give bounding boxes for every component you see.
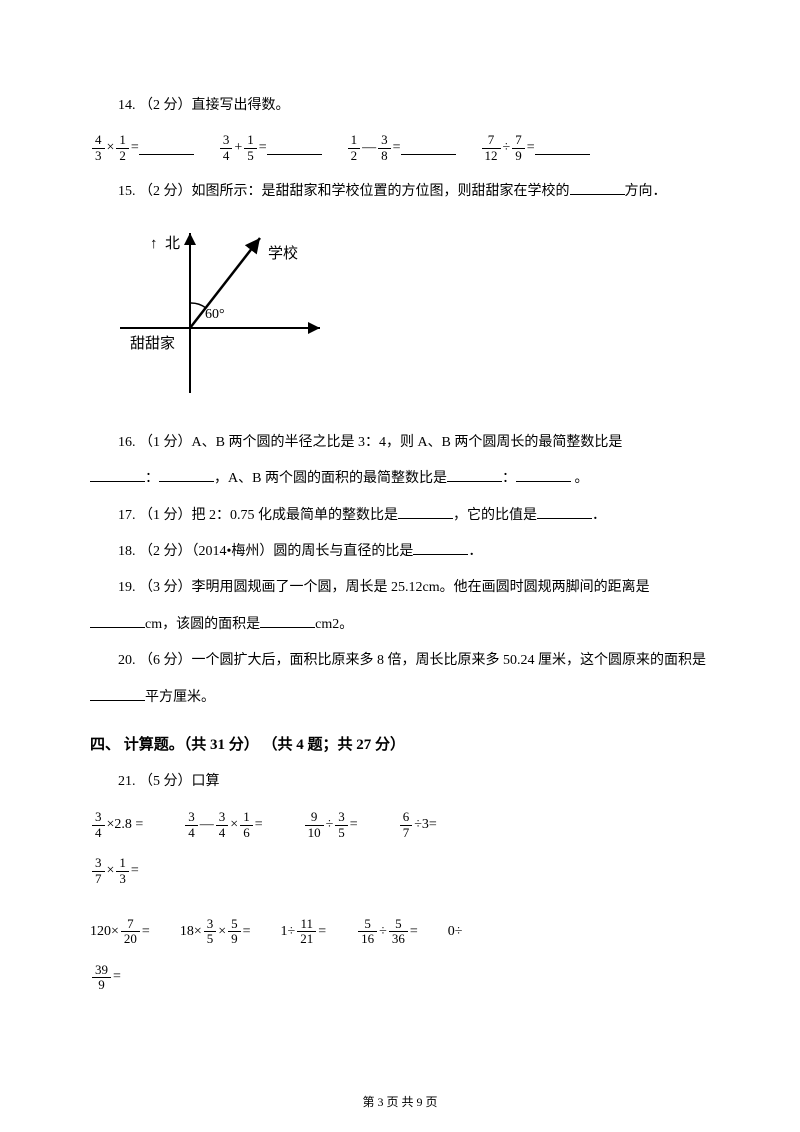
q17-mid: ，它的比值是 [453, 508, 537, 523]
blank[interactable] [535, 141, 590, 155]
blank[interactable] [90, 687, 145, 701]
q19-prefix: 19. （3 分）李明用圆规画了一个圆，周长是 25.12cm。他在画圆时圆规两… [118, 580, 650, 595]
q15-prefix: 15. （2 分）如图所示：是甜甜家和学校位置的方位图，则甜甜家在学校的 [118, 184, 570, 199]
blank[interactable] [401, 141, 456, 155]
q21-r1-c: 910 ÷ 35 = [303, 807, 358, 843]
q20-prefix: 20. （6 分）一个圆扩大后，面积比原来多 8 倍，周长比原来多 50.24 … [118, 653, 706, 668]
q16-line2: ：，A、B 两个圆的面积的最简整数比是： 。 [90, 468, 710, 490]
q21-row1: 34 ×2.8 = 34 — 34 × 16 = 910 ÷ 35 = 67 ÷… [90, 807, 710, 843]
svg-text:↑: ↑ [150, 236, 158, 252]
home-label: 甜甜家 [130, 335, 175, 352]
q20: 20. （6 分）一个圆扩大后，面积比原来多 8 倍，周长比原来多 50.24 … [90, 650, 710, 672]
q15: 15. （2 分）如图所示：是甜甜家和学校位置的方位图，则甜甜家在学校的 方向． [90, 181, 710, 203]
q21-row2: 120× 720 = 18× 35 × 59 = 1÷ 1121 = 516 ÷… [90, 914, 710, 950]
q14-eq-b: 34 + 15 = [218, 133, 322, 163]
angle-label: 60° [205, 307, 225, 322]
page-footer: 第 3 页 共 9 页 [0, 1093, 800, 1112]
section-4-title: 四、 计算题。（共 31 分） （共 4 题；共 27 分） [90, 733, 710, 757]
direction-diagram: 北 ↑ 学校 60° 甜甜家 [90, 218, 710, 416]
north-label: 北 [165, 235, 180, 252]
school-label: 学校 [268, 245, 298, 262]
q14-equations: 43 × 12 = 34 + 15 = 12 — 38 = 712 ÷ 79 = [90, 133, 710, 163]
q21-r2-b: 18× 35 × 59 = [180, 914, 251, 950]
q17-prefix: 17. （1 分）把 2：0.75 化成最简单的整数比是 [118, 508, 398, 523]
q21-r2-c: 1÷ 1121 = [281, 914, 327, 950]
q21-r2-e: 399 = [90, 963, 121, 993]
blank[interactable] [139, 141, 194, 155]
q20-line2: 平方厘米。 [90, 687, 710, 709]
blank[interactable] [267, 141, 322, 155]
q18: 18. （2 分）（2014•梅州）圆的周长与直径的比是． [90, 541, 710, 563]
q16-mid: ，A、B 两个圆的面积的最简整数比是 [214, 471, 447, 486]
q21-r1-e: 37 × 13 = [90, 856, 139, 886]
blank[interactable] [516, 468, 571, 482]
blank[interactable] [90, 468, 145, 482]
blank[interactable] [398, 505, 453, 519]
blank[interactable] [570, 181, 625, 195]
q14-text: 14. （2 分）直接写出得数。 [118, 98, 290, 113]
q17: 17. （1 分）把 2：0.75 化成最简单的整数比是，它的比值是． [90, 505, 710, 527]
q21-r1-d: 67 ÷3= [398, 807, 437, 843]
q14-eq-d: 712 ÷ 79 = [480, 133, 590, 163]
q14-eq-a: 43 × 12 = [90, 133, 194, 163]
q21-text: 21. （5 分）口算 [118, 774, 220, 789]
blank[interactable] [90, 614, 145, 628]
q21-r2-a: 120× 720 = [90, 914, 150, 950]
q15-suffix: 方向． [625, 184, 667, 199]
q14: 14. （2 分）直接写出得数。 [90, 95, 710, 117]
q21-r2-e-pre: 0÷ [448, 914, 463, 950]
q18-prefix: 18. （2 分）（2014•梅州）圆的周长与直径的比是 [118, 544, 413, 559]
q21: 21. （5 分）口算 [90, 771, 710, 793]
blank[interactable] [159, 468, 214, 482]
q21-r2-d: 516 ÷ 536 = [356, 914, 418, 950]
q19: 19. （3 分）李明用圆规画了一个圆，周长是 25.12cm。他在画圆时圆规两… [90, 577, 710, 599]
q21-r1-b: 34 — 34 × 16 = [183, 807, 262, 843]
q21-r1-a: 34 ×2.8 = [90, 807, 143, 843]
q16-prefix: 16. （1 分）A、B 两个圆的半径之比是 3：4，则 A、B 两个圆周长的最… [118, 435, 622, 450]
q19-line2: cm，该圆的面积是cm2。 [90, 614, 710, 636]
blank[interactable] [413, 541, 468, 555]
q14-eq-c: 12 — 38 = [346, 133, 456, 163]
q16: 16. （1 分）A、B 两个圆的半径之比是 3：4，则 A、B 两个圆周长的最… [90, 432, 710, 454]
blank[interactable] [260, 614, 315, 628]
q19-mid: cm，该圆的面积是 [145, 617, 260, 632]
blank[interactable] [537, 505, 592, 519]
blank[interactable] [447, 468, 502, 482]
